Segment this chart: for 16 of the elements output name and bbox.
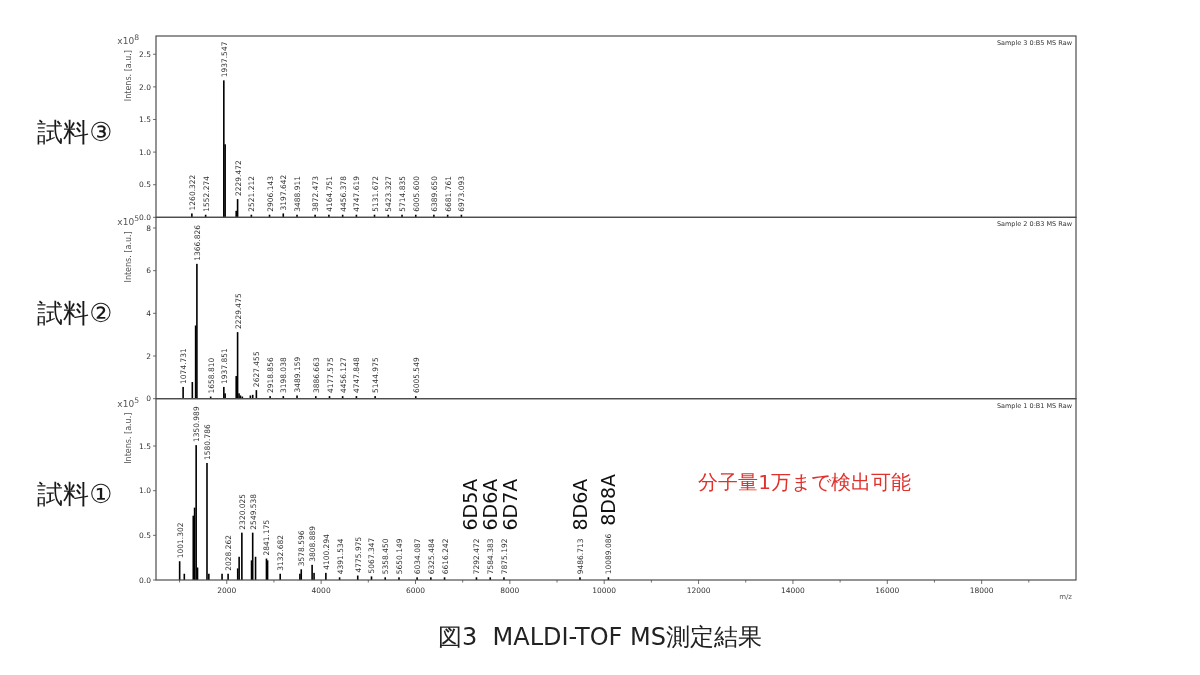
y-axis-title: Intens. [a.u.] bbox=[124, 412, 133, 464]
y-axis-title: Intens. [a.u.] bbox=[124, 50, 133, 102]
y-axis-title: Intens. [a.u.] bbox=[124, 231, 133, 283]
text: x10$^{5}$ bbox=[117, 213, 140, 228]
text: x10$^{5}$ bbox=[117, 395, 140, 409]
annotation: 8D8A bbox=[597, 473, 620, 526]
annotation: 6D7A bbox=[499, 478, 522, 531]
annotation: 8D6A bbox=[568, 478, 591, 531]
annotation: 6D5A bbox=[459, 478, 482, 531]
annotation: 6D6A bbox=[479, 478, 502, 531]
text: x10$^{8}$ bbox=[117, 32, 140, 46]
annotation: 分子量1万まで検出可能 bbox=[698, 470, 911, 495]
caption: 図3 MALDI-TOF MS測定結果 bbox=[438, 623, 762, 651]
text: 試料② bbox=[37, 298, 113, 328]
text: 試料③ bbox=[37, 116, 113, 147]
text: 試料① bbox=[37, 479, 113, 510]
